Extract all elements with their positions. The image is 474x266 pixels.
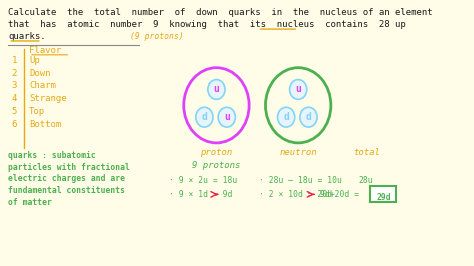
Text: Strange: Strange [29,94,66,103]
Text: Flavor: Flavor [29,46,61,55]
FancyBboxPatch shape [370,186,396,202]
Text: quarks.: quarks. [8,32,46,41]
Text: Top: Top [29,107,45,116]
Text: Charm: Charm [29,81,56,90]
Text: · 2 × 10d = 20d: · 2 × 10d = 20d [259,190,333,199]
Text: 5: 5 [12,107,17,116]
Text: (9 protons): (9 protons) [130,32,184,41]
Circle shape [208,80,225,99]
Text: Bottom: Bottom [29,120,61,129]
Text: d: d [201,112,207,122]
Text: quarks : subatomic: quarks : subatomic [8,151,96,160]
Circle shape [196,107,213,127]
Text: 1: 1 [12,56,17,65]
Text: 9d+20d =: 9d+20d = [319,190,359,199]
Text: Up: Up [29,56,40,65]
Text: 29d: 29d [376,193,391,202]
Text: 9 protons: 9 protons [192,161,241,170]
Text: Calculate  the  total  number  of  down  quarks  in  the  nucleus of an element: Calculate the total number of down quark… [8,8,433,17]
Text: · 28u – 18u = 10u: · 28u – 18u = 10u [259,176,342,185]
Text: u: u [224,112,230,122]
Text: that  has  atomic  number  9  knowing  that  its  nucleus  contains  28 up: that has atomic number 9 knowing that it… [8,20,406,29]
Text: Down: Down [29,69,50,78]
Text: · 9 × 1d = 9d: · 9 × 1d = 9d [169,190,233,199]
Text: d: d [306,112,311,122]
Text: 2: 2 [12,69,17,78]
Text: u: u [295,85,301,94]
Text: · 9 × 2u = 18u: · 9 × 2u = 18u [169,176,237,185]
Circle shape [277,107,295,127]
Text: proton: proton [201,148,233,157]
Text: total: total [354,148,381,157]
Circle shape [218,107,236,127]
Text: 28u: 28u [358,176,373,185]
Text: fundamental constituents: fundamental constituents [8,186,125,195]
Circle shape [290,80,307,99]
Text: u: u [213,85,219,94]
Text: 3: 3 [12,81,17,90]
Text: electric charges and are: electric charges and are [8,174,125,184]
Text: neutron: neutron [279,148,317,157]
Circle shape [300,107,317,127]
Text: 4: 4 [12,94,17,103]
Text: 6: 6 [12,120,17,129]
Text: d: d [283,112,289,122]
Text: of matter: of matter [8,198,52,207]
Text: particles with fractional: particles with fractional [8,163,130,172]
